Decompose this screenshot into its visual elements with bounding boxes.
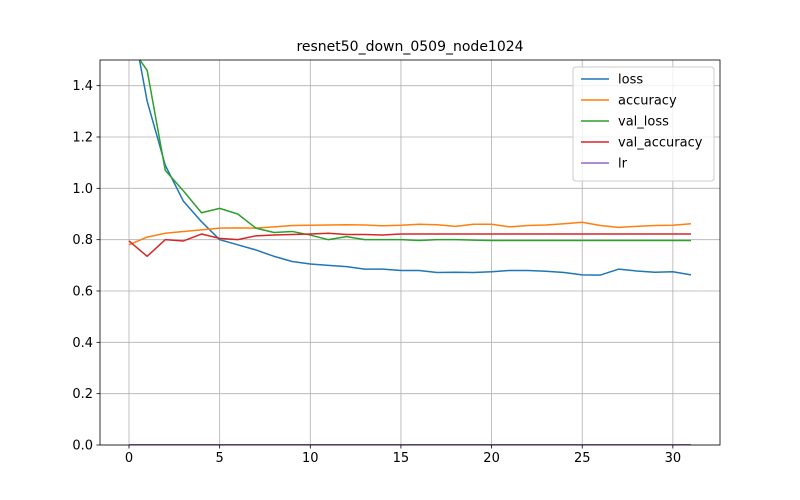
x-tick-label: 15: [393, 451, 410, 466]
x-tick-label: 20: [483, 451, 500, 466]
axis-ticks: 0 5 10 15 20 25 30 0.0 0.2 0.4 0.6 0.8 1.0 1.2 1.4: [72, 79, 681, 466]
y-tick-label: 0.2: [72, 387, 93, 402]
y-tick-label: 1.0: [72, 182, 93, 197]
legend-label-loss: loss: [618, 73, 643, 88]
y-tick-label: 1.4: [72, 79, 93, 94]
x-tick-label: 10: [302, 451, 319, 466]
legend-label-val-loss: val_loss: [618, 115, 669, 130]
x-tick-label: 30: [665, 451, 682, 466]
y-tick-label: 1.2: [72, 131, 93, 146]
plot-frame: [99, 59, 721, 446]
y-tick-label: 0.6: [72, 285, 93, 300]
y-tick-label: 0.4: [72, 336, 93, 351]
series-line-accuracy: [128, 221, 692, 246]
series-line-val-loss: [138, 60, 691, 242]
x-tick-label: 25: [574, 451, 591, 466]
y-tick-label: 0.8: [72, 233, 93, 248]
legend-label-accuracy: accuracy: [618, 94, 677, 109]
legend-label-lr: lr: [618, 157, 628, 172]
x-tick-label: 0: [125, 451, 133, 466]
legend-box: [572, 66, 715, 182]
legend-label-val-accuracy: val_accuracy: [618, 136, 703, 151]
y-tick-label: 0.0: [72, 439, 93, 454]
x-tick-label: 5: [216, 451, 224, 466]
series-line-loss: [138, 60, 692, 276]
chart-title: resnet50_down_0509_node1024: [296, 39, 523, 55]
series-line-val-accuracy: [128, 232, 691, 258]
